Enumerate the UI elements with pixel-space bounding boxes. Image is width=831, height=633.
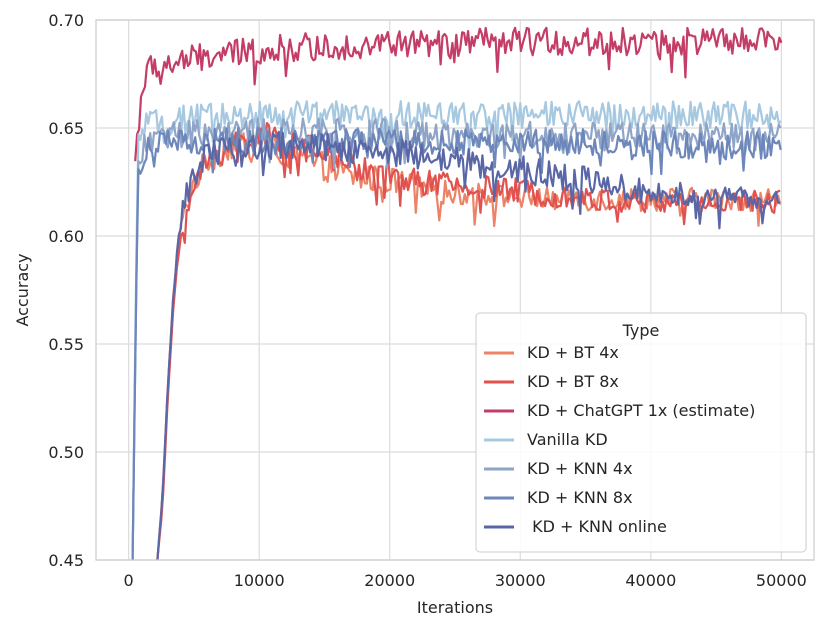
y-tick-label: 0.65: [48, 119, 84, 138]
x-tick-label: 10000: [234, 571, 285, 590]
legend-box: [475, 312, 807, 553]
grid: [96, 19, 814, 561]
plot-frame: [95, 19, 815, 561]
series-line: [156, 130, 781, 560]
y-tick-labels: 0.45 0.50 0.55 0.60 0.65 0.70: [48, 11, 84, 570]
x-axis-label: Iterations: [417, 598, 493, 617]
series-line: [131, 100, 782, 560]
x-tick-labels: 0 10000 20000 30000 40000 50000: [124, 571, 807, 590]
series-line: [156, 121, 781, 560]
x-tick-label: 0: [124, 571, 134, 590]
x-tick-label: 50000: [756, 571, 807, 590]
legend-label: KD + BT 4x: [527, 343, 619, 362]
series-layer: [131, 26, 783, 560]
y-axis-label: Accuracy: [13, 253, 32, 326]
x-tick-label: 30000: [495, 571, 546, 590]
y-tick-label: 0.70: [48, 11, 84, 30]
y-tick-label: 0.50: [48, 443, 84, 462]
y-tick-label: 0.45: [48, 551, 84, 570]
legend-label: KD + KNN 4x: [527, 459, 633, 478]
y-tick-label: 0.55: [48, 335, 84, 354]
series-line: [134, 26, 783, 162]
x-tick-label: 20000: [364, 571, 415, 590]
legend-label: KD + BT 8x: [527, 372, 619, 391]
legend-label: KD + ChatGPT 1x (estimate): [527, 401, 755, 420]
legend-label: KD + KNN 8x: [527, 488, 633, 507]
x-tick-label: 40000: [625, 571, 676, 590]
legend-label: Vanilla KD: [527, 430, 608, 449]
legend-items: KD + BT 4x KD + BT 8x KD + ChatGPT 1x (est…: [484, 343, 755, 536]
legend-title: Type: [622, 321, 660, 340]
y-tick-label: 0.60: [48, 227, 84, 246]
legend: Type KD + BT 4x KD + BT 8x KD + ChatGPT 1x…: [475, 312, 807, 553]
legend-label: KD + KNN online: [527, 517, 667, 536]
